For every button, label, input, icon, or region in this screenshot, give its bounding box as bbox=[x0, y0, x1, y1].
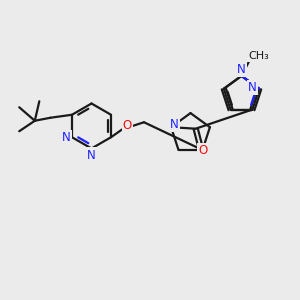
Text: O: O bbox=[199, 144, 208, 157]
Text: CH₃: CH₃ bbox=[248, 51, 269, 61]
Text: N: N bbox=[237, 63, 246, 76]
Text: N: N bbox=[170, 118, 179, 131]
Text: N: N bbox=[248, 81, 257, 94]
Text: O: O bbox=[123, 119, 132, 132]
Text: N: N bbox=[87, 148, 96, 162]
Text: N: N bbox=[62, 131, 71, 144]
